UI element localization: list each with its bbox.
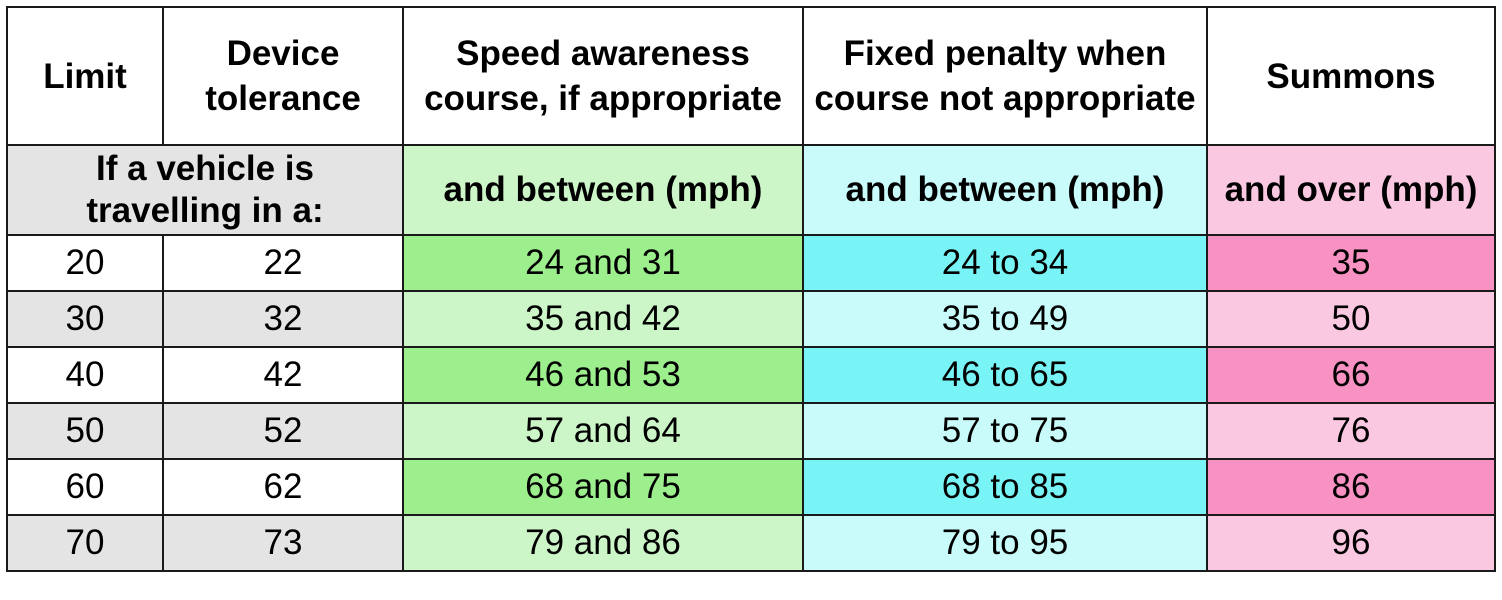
table-row: 50 52 57 and 64 57 to 75 76 bbox=[6, 402, 1496, 460]
limit-cell: 60 bbox=[6, 458, 164, 516]
summons-cell: 96 bbox=[1206, 514, 1496, 572]
table-row: 30 32 35 and 42 35 to 49 50 bbox=[6, 290, 1496, 348]
summons-cell: 35 bbox=[1206, 234, 1496, 292]
subheader-course-range: and between (mph) bbox=[402, 144, 804, 236]
header-limit: Limit bbox=[6, 6, 164, 146]
table-row: 40 42 46 and 53 46 to 65 66 bbox=[6, 346, 1496, 404]
table-row: 20 22 24 and 31 24 to 34 35 bbox=[6, 234, 1496, 292]
tolerance-cell: 42 bbox=[162, 346, 404, 404]
subheader-vehicle-travelling: If a vehicle is travelling in a: bbox=[6, 144, 404, 236]
course-cell: 79 and 86 bbox=[402, 514, 804, 572]
tolerance-cell: 62 bbox=[162, 458, 404, 516]
course-cell: 68 and 75 bbox=[402, 458, 804, 516]
tolerance-cell: 32 bbox=[162, 290, 404, 348]
course-cell: 24 and 31 bbox=[402, 234, 804, 292]
limit-cell: 50 bbox=[6, 402, 164, 460]
course-cell: 46 and 53 bbox=[402, 346, 804, 404]
summons-cell: 50 bbox=[1206, 290, 1496, 348]
tolerance-cell: 73 bbox=[162, 514, 404, 572]
limit-cell: 30 bbox=[6, 290, 164, 348]
summons-cell: 66 bbox=[1206, 346, 1496, 404]
penalty-cell: 35 to 49 bbox=[802, 290, 1208, 348]
course-cell: 57 and 64 bbox=[402, 402, 804, 460]
summons-cell: 76 bbox=[1206, 402, 1496, 460]
tolerance-cell: 52 bbox=[162, 402, 404, 460]
header-speed-awareness-course: Speed awareness course, if appropriate bbox=[402, 6, 804, 146]
subheader-row: If a vehicle is travelling in a: and bet… bbox=[6, 144, 1496, 236]
limit-cell: 20 bbox=[6, 234, 164, 292]
penalty-cell: 68 to 85 bbox=[802, 458, 1208, 516]
subheader-penalty-range: and between (mph) bbox=[802, 144, 1208, 236]
limit-cell: 40 bbox=[6, 346, 164, 404]
speed-limit-table: Limit Device tolerance Speed awareness c… bbox=[6, 6, 1496, 572]
summons-cell: 86 bbox=[1206, 458, 1496, 516]
table-row: 60 62 68 and 75 68 to 85 86 bbox=[6, 458, 1496, 516]
penalty-cell: 46 to 65 bbox=[802, 346, 1208, 404]
course-cell: 35 and 42 bbox=[402, 290, 804, 348]
header-row: Limit Device tolerance Speed awareness c… bbox=[6, 6, 1496, 146]
header-device-tolerance: Device tolerance bbox=[162, 6, 404, 146]
penalty-cell: 24 to 34 bbox=[802, 234, 1208, 292]
limit-cell: 70 bbox=[6, 514, 164, 572]
penalty-cell: 79 to 95 bbox=[802, 514, 1208, 572]
header-summons: Summons bbox=[1206, 6, 1496, 146]
penalty-cell: 57 to 75 bbox=[802, 402, 1208, 460]
table-row: 70 73 79 and 86 79 to 95 96 bbox=[6, 514, 1496, 572]
header-fixed-penalty: Fixed penalty when course not appropriat… bbox=[802, 6, 1208, 146]
speed-limit-table-container: Limit Device tolerance Speed awareness c… bbox=[6, 6, 1496, 572]
tolerance-cell: 22 bbox=[162, 234, 404, 292]
subheader-summons-threshold: and over (mph) bbox=[1206, 144, 1496, 236]
